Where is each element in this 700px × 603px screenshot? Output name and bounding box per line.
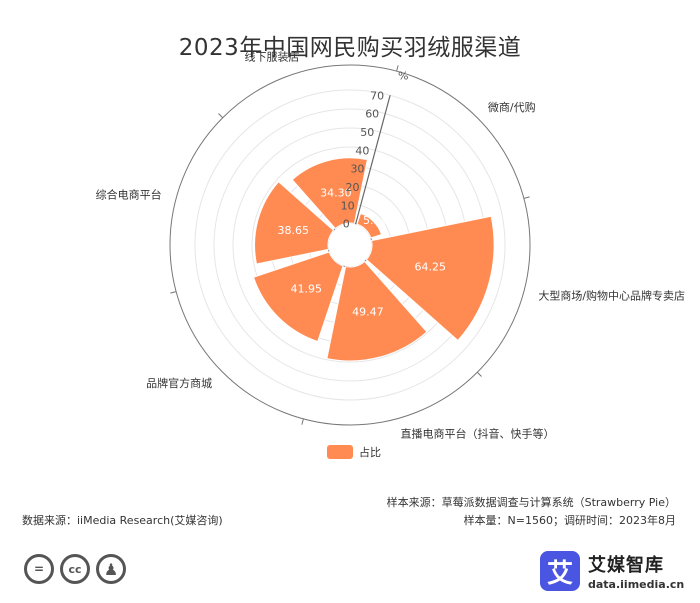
angular-axis-ring — [169, 64, 531, 426]
radial-tick-label: 70 — [370, 89, 384, 102]
data-label-0: 5.94 — [363, 214, 388, 227]
person-icon: ♟ — [96, 554, 126, 584]
legend-swatch — [327, 445, 353, 459]
data-label-3: 41.95 — [291, 283, 323, 296]
brand-logo: 艾 艾媒智库 data.iimedia.cn — [540, 551, 684, 591]
radial-tick-label: 60 — [365, 108, 379, 121]
data-source: 数据来源：iiMedia Research(艾媒咨询) — [22, 514, 223, 527]
angular-tick — [218, 113, 224, 119]
radial-grid-circle — [194, 89, 506, 401]
angular-tick — [523, 196, 530, 199]
angular-tick — [396, 65, 399, 72]
bar-3 — [252, 251, 344, 343]
equals-icon: = — [24, 554, 54, 584]
bar-1 — [365, 215, 495, 342]
legend-label: 占比 — [359, 446, 381, 459]
category-label-4: 综合电商平台 — [96, 188, 162, 202]
radial-tick-label: 0 — [343, 218, 350, 231]
angular-tick — [170, 291, 177, 294]
bar-4 — [254, 181, 335, 265]
data-label-4: 38.65 — [278, 224, 310, 237]
brand-url: data.iimedia.cn — [588, 578, 685, 591]
data-label-2: 49.47 — [352, 306, 384, 319]
radial-tick-label: 20 — [346, 181, 360, 194]
radial-axis-line — [355, 95, 391, 224]
data-label-5: 34.30 — [320, 186, 352, 199]
sample-info: 样本量：N=1560；调研时间：2023年8月 — [463, 514, 676, 527]
bar-0 — [356, 212, 383, 239]
angular-tick — [476, 371, 482, 377]
sample-source: 样本来源：草莓派数据调查与计算系统（Strawberry Pie） — [386, 496, 676, 509]
bar-2 — [326, 260, 428, 362]
radial-unit-label: % — [398, 70, 408, 83]
cc-icon: cc — [60, 554, 90, 584]
category-label-3: 品牌官方商城 — [146, 376, 212, 390]
angular-tick — [301, 418, 304, 425]
radial-tick-label: 40 — [355, 144, 369, 157]
category-label-2: 直播电商平台（抖音、快手等） — [400, 426, 554, 440]
category-label-5: 线下服装店 — [245, 50, 300, 64]
category-label-0: 微商/代购 — [488, 100, 536, 114]
brand-name: 艾媒智库 — [588, 555, 664, 576]
chart-title: 2023年中国网民购买羽绒服渠道 — [178, 35, 522, 61]
bar-5 — [291, 157, 368, 230]
license-icons: = cc ♟ — [24, 554, 126, 584]
category-label-1: 大型商场/购物中心品牌专卖店 — [538, 288, 685, 302]
data-label-1: 64.25 — [414, 260, 446, 273]
legend[interactable]: 占比 — [327, 444, 381, 460]
radial-tick-label: 50 — [360, 126, 374, 139]
brand-mark: 艾 — [540, 551, 580, 591]
radial-tick-label: 30 — [350, 163, 364, 176]
radial-tick-label: 10 — [341, 199, 355, 212]
